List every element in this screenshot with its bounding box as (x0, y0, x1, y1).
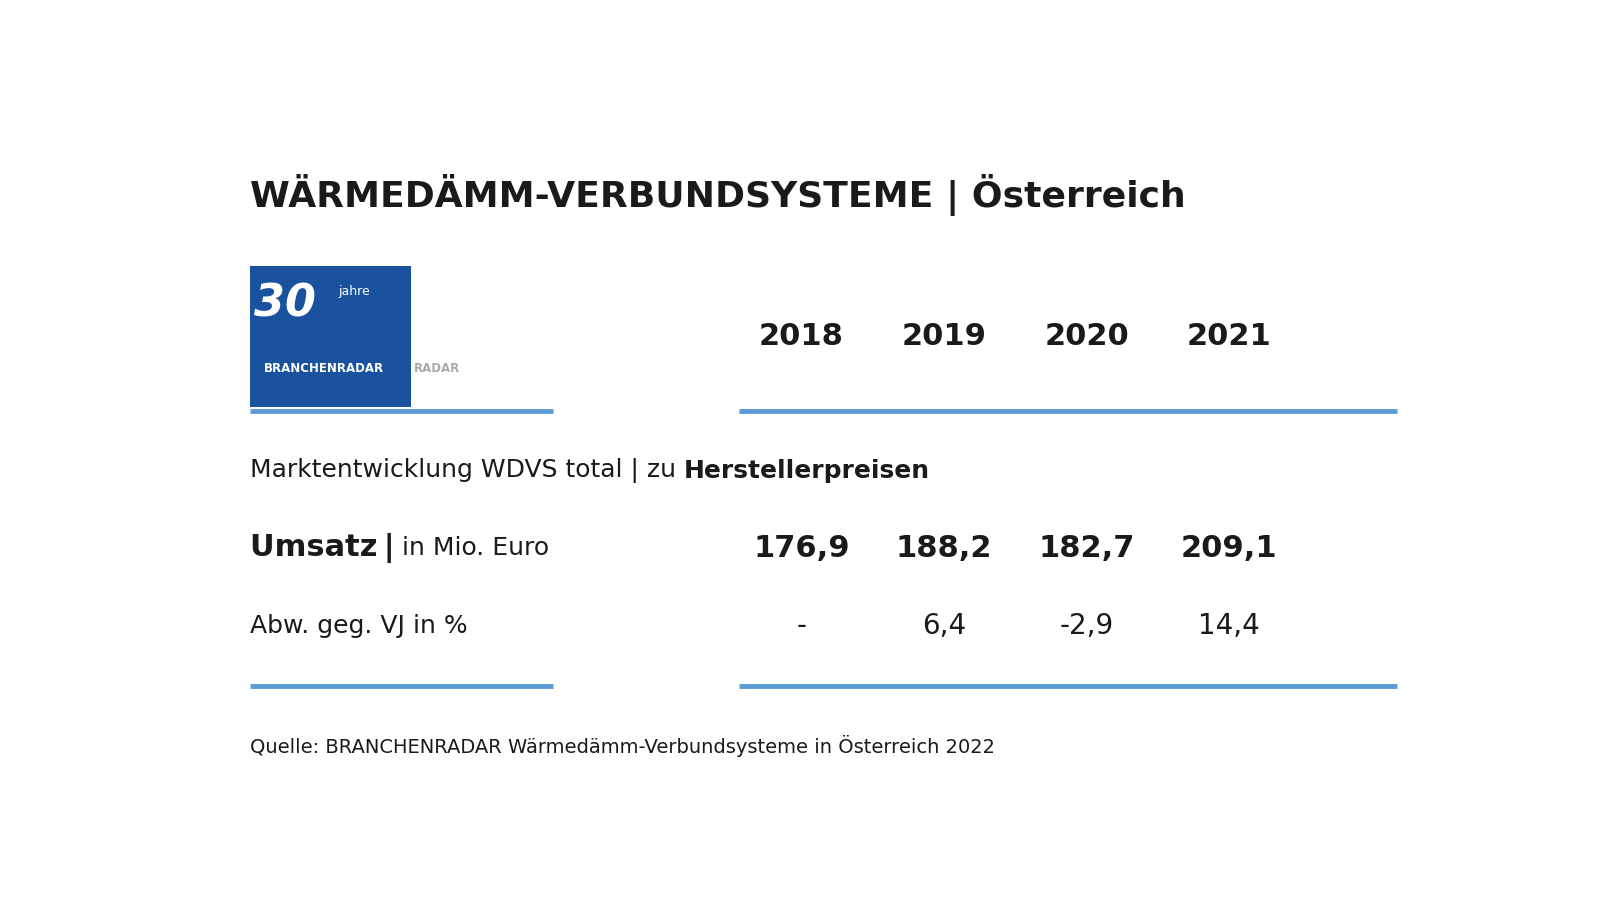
Text: RADAR: RADAR (414, 363, 461, 375)
Text: Quelle: BRANCHENRADAR Wärmedämm-Verbundsysteme in Österreich 2022: Quelle: BRANCHENRADAR Wärmedämm-Verbunds… (250, 735, 995, 757)
Text: in Mio. Euro: in Mio. Euro (394, 536, 549, 560)
Text: 176,9: 176,9 (754, 534, 850, 563)
Text: 6,4: 6,4 (922, 612, 966, 640)
Text: 2020: 2020 (1045, 322, 1130, 351)
Text: 209,1: 209,1 (1181, 534, 1277, 563)
Text: BRANCHENRADAR: BRANCHENRADAR (267, 366, 387, 379)
Text: WÄRMEDÄMM-VERBUNDSYSTEME | Österreich: WÄRMEDÄMM-VERBUNDSYSTEME | Österreich (250, 174, 1186, 216)
FancyBboxPatch shape (250, 265, 411, 407)
Text: 2021: 2021 (1187, 322, 1272, 351)
Text: 182,7: 182,7 (1038, 534, 1134, 563)
Text: BRANCHENRADAR: BRANCHENRADAR (264, 363, 384, 375)
Text: 188,2: 188,2 (896, 534, 992, 563)
Text: Umsatz |: Umsatz | (250, 533, 394, 564)
Text: 30: 30 (254, 283, 317, 325)
Text: Abw. geg. VJ in %: Abw. geg. VJ in % (250, 614, 467, 638)
Text: -2,9: -2,9 (1059, 612, 1114, 640)
Text: -: - (797, 612, 806, 640)
Text: 2018: 2018 (758, 322, 843, 351)
Text: jahre: jahre (338, 285, 370, 297)
Text: 14,4: 14,4 (1198, 612, 1261, 640)
Text: Marktentwicklung WDVS total | zu: Marktentwicklung WDVS total | zu (250, 458, 683, 483)
Text: Herstellerpreisen: Herstellerpreisen (683, 459, 930, 483)
Text: 2019: 2019 (901, 322, 987, 351)
